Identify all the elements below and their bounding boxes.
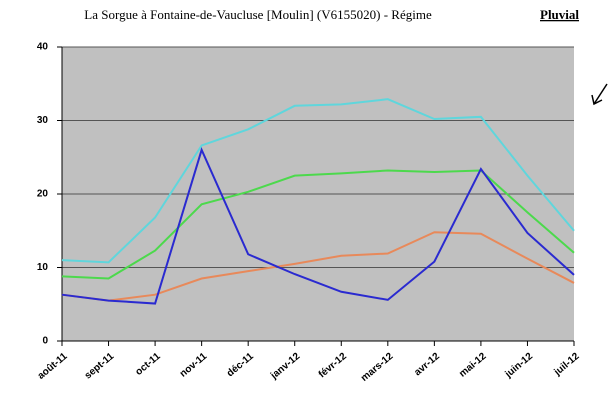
series-line [61,98,575,264]
y-tick-label: 10 [37,262,49,273]
x-tick-label: mars-12 [359,351,396,384]
x-tick-label: avr-12 [412,351,442,379]
series-line [61,231,575,302]
x-tick-label: juin-12 [503,351,536,381]
chart-title-emphasis: Pluvial [540,7,579,22]
x-tick-label: mai-12 [457,351,489,380]
chart-title: La Sorgue à Fontaine-de-Vaucluse [Moulin… [84,7,432,22]
y-tick-label: 40 [37,42,49,53]
y-tick-label: 0 [42,336,48,347]
x-tick-label: août-11 [36,351,70,382]
x-tick-label: déc-11 [225,351,256,380]
x-tick-label: janv-12 [268,351,303,383]
series-line [61,169,575,280]
series-line [61,147,575,305]
y-tick-label: 30 [37,115,49,126]
x-tick-label: oct-11 [134,351,164,378]
x-tick-label: juil-12 [552,351,582,379]
x-tick-label: févr-12 [317,351,350,381]
arrow [591,83,608,106]
y-tick-label: 20 [37,189,49,200]
x-tick-label: nov-11 [178,351,210,380]
x-tick-label: sept-11 [83,351,117,382]
